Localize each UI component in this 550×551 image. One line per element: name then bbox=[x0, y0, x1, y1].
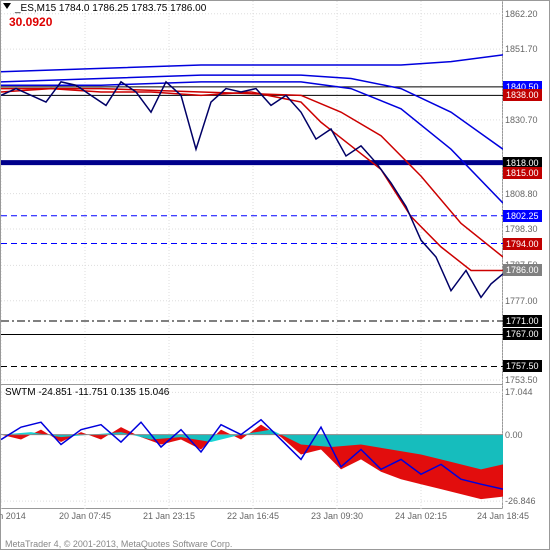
sub-y-axis: 17.044 0.00 -26.846 bbox=[503, 385, 550, 509]
copyright-text: MetaTrader 4, © 2001-2013, MetaQuotes So… bbox=[5, 539, 232, 549]
price-level-tag: 1767.00 bbox=[503, 328, 542, 340]
x-tick-label: 23 Jan 09:30 bbox=[311, 511, 363, 521]
oscillator-chart[interactable]: SWTM -24.851 -11.751 0.135 15.046 bbox=[1, 385, 503, 509]
price-level-tag: 1838.00 bbox=[503, 89, 542, 101]
sub-chart-svg bbox=[1, 385, 503, 509]
y-tick-label: 1798.30 bbox=[505, 224, 538, 234]
sub-y-tick-label: 0.00 bbox=[505, 430, 523, 440]
x-tick-label: 21 Jan 23:15 bbox=[143, 511, 195, 521]
x-tick-label: 24 Jan 02:15 bbox=[395, 511, 447, 521]
y-tick-label: 1830.70 bbox=[505, 115, 538, 125]
sub-y-tick-label: -26.846 bbox=[505, 496, 536, 506]
x-tick-label: 20 Jan 07:45 bbox=[59, 511, 111, 521]
dropdown-triangle[interactable] bbox=[3, 3, 11, 9]
y-tick-label: 1777.00 bbox=[505, 296, 538, 306]
x-tick-label: 24 Jan 18:45 bbox=[477, 511, 529, 521]
sub-y-tick-label: 17.044 bbox=[505, 387, 533, 397]
price-level-tag: 1794.00 bbox=[503, 238, 542, 250]
oscillator-title: SWTM -24.851 -11.751 0.135 15.046 bbox=[5, 387, 169, 398]
chart-container: _ES,M15 1784.0 1786.25 1783.75 1786.00 3… bbox=[0, 0, 550, 550]
price-level-tag: 1771.00 bbox=[503, 315, 542, 327]
y-tick-label: 1862.20 bbox=[505, 9, 538, 19]
price-level-tag: 1786.00 bbox=[503, 264, 542, 276]
y-tick-label: 1808.80 bbox=[505, 189, 538, 199]
chart-title: _ES,M15 1784.0 1786.25 1783.75 1786.00 bbox=[15, 3, 206, 14]
y-tick-label: 1851.70 bbox=[505, 44, 538, 54]
indicator-value: 30.0920 bbox=[9, 15, 52, 29]
price-level-tag: 1757.50 bbox=[503, 360, 542, 372]
main-y-axis: 1862.201851.701830.701808.801798.301787.… bbox=[503, 1, 550, 385]
time-x-axis: MetaTrader 4, © 2001-2013, MetaQuotes So… bbox=[1, 509, 550, 551]
x-tick-label: 22 Jan 16:45 bbox=[227, 511, 279, 521]
price-level-tag: 1815.00 bbox=[503, 167, 542, 179]
y-tick-label: 1753.50 bbox=[505, 375, 538, 385]
price-level-tag: 1802.25 bbox=[503, 210, 542, 222]
main-chart-svg bbox=[1, 1, 503, 385]
x-tick-label: 17 Jan 2014 bbox=[0, 511, 26, 521]
main-price-chart[interactable]: _ES,M15 1784.0 1786.25 1783.75 1786.00 3… bbox=[1, 1, 503, 385]
